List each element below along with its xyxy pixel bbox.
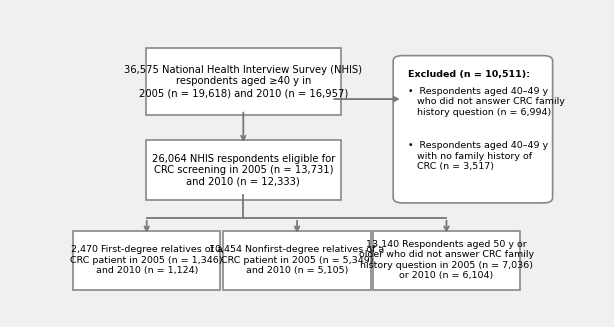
Text: •  Respondents aged 40–49 y
   who did not answer CRC family
   history question: • Respondents aged 40–49 y who did not a…: [408, 87, 565, 117]
Text: •  Respondents aged 40–49 y
   with no family history of
   CRC (n = 3,517): • Respondents aged 40–49 y with no famil…: [408, 141, 548, 171]
FancyBboxPatch shape: [393, 56, 553, 203]
Text: 36,575 National Health Interview Survey (NHIS)
respondents aged ≥40 y in
2005 (n: 36,575 National Health Interview Survey …: [124, 65, 362, 98]
Text: 13,140 Respondents aged 50 y or
older who did not answer CRC family
history ques: 13,140 Respondents aged 50 y or older wh…: [359, 240, 534, 280]
Text: 2,470 First-degree relatives of a
CRC patient in 2005 (n = 1,346)
and 2010 (n = : 2,470 First-degree relatives of a CRC pa…: [71, 245, 223, 275]
FancyBboxPatch shape: [146, 140, 341, 200]
FancyBboxPatch shape: [223, 231, 371, 290]
Text: Excluded (n = 10,511):: Excluded (n = 10,511):: [408, 70, 530, 79]
FancyBboxPatch shape: [373, 231, 520, 290]
FancyBboxPatch shape: [73, 231, 220, 290]
FancyBboxPatch shape: [146, 48, 341, 115]
Text: 10,454 Nonfirst-degree relatives of a
CRC patient in 2005 (n = 5,349)
and 2010 (: 10,454 Nonfirst-degree relatives of a CR…: [209, 245, 385, 275]
Text: 26,064 NHIS respondents eligible for
CRC screening in 2005 (n = 13,731)
and 2010: 26,064 NHIS respondents eligible for CRC…: [152, 154, 335, 187]
